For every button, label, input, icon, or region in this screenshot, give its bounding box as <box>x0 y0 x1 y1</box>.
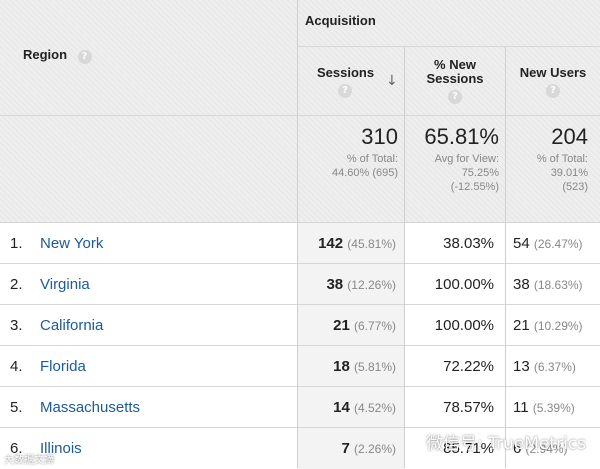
sessions-header-label: Sessions <box>317 65 375 80</box>
row-number: 2. <box>10 276 23 293</box>
column-divider <box>297 222 298 468</box>
region-link[interactable]: Illinois <box>40 440 82 457</box>
new-users-pct: (2.94%) <box>525 442 568 456</box>
new-users-value: 38 <box>513 276 530 293</box>
region-link[interactable]: California <box>40 317 104 334</box>
sessions-value: 14 <box>333 399 350 416</box>
new-users-summary: 204 % of Total: 39.01% (523) <box>506 124 588 194</box>
new-sessions-value: 78.57% <box>443 399 494 416</box>
row-divider <box>0 386 600 387</box>
new-users-pct-label: % of Total: <box>536 153 588 165</box>
sessions-pct-value: 44.60% (695) <box>331 167 398 179</box>
sessions-cell: 7 (2.26%) <box>298 428 404 469</box>
sessions-pct-label: % of Total: <box>346 153 398 165</box>
sessions-cell: 21 (6.77%) <box>298 305 404 346</box>
new-sessions-value: 100.00% <box>434 276 494 293</box>
column-divider <box>404 222 405 468</box>
row-divider <box>0 115 600 116</box>
row-divider <box>0 222 600 223</box>
table-row: 142 (45.81%) 1. New York 38.03% 54 (26.4… <box>0 223 600 264</box>
new-sessions-avg-diff: (-12.55%) <box>450 181 499 193</box>
row-number: 3. <box>10 317 23 334</box>
new-sessions-avg-value: 75.25% <box>461 167 499 179</box>
table-row: 18 (5.81%) 4. Florida 72.22% 13 (6.37%) <box>0 346 600 387</box>
row-divider <box>0 345 600 346</box>
new-users-value: 21 <box>513 317 530 334</box>
new-sessions-header-line1: % New <box>434 57 476 72</box>
sessions-cell: 142 (45.81%) <box>298 223 404 264</box>
new-users-total: 204 <box>551 124 588 149</box>
sessions-summary: 310 % of Total: 44.60% (695) <box>298 124 398 180</box>
new-sessions-total: 65.81% <box>424 124 499 149</box>
sessions-pct: (2.26%) <box>353 442 396 456</box>
row-number: 5. <box>10 399 23 416</box>
new-users-value: 13 <box>513 358 530 375</box>
new-users-pct: (5.39%) <box>532 401 575 415</box>
new-sessions-summary: 65.81% Avg for View: 75.25% (-12.55%) <box>405 124 499 194</box>
table-row: 38 (12.26%) 2. Virginia 100.00% 38 (18.6… <box>0 264 600 305</box>
region-link[interactable]: Massachusetts <box>40 399 141 416</box>
table-row: 7 (2.26%) 6. Illinois 85.71% 6 (2.94%) <box>0 428 600 469</box>
help-icon[interactable]: ? <box>448 90 462 104</box>
sessions-column-header[interactable]: Sessions ? ↓ <box>298 47 404 115</box>
sessions-pct: (12.26%) <box>347 278 396 292</box>
column-divider <box>505 222 506 468</box>
new-users-pct-value: 39.01% <box>550 167 588 179</box>
acquisition-group-header: Acquisition <box>305 13 376 28</box>
row-divider <box>0 304 600 305</box>
corner-watermark: 大数据文摘 <box>4 455 54 466</box>
summary-row <box>0 115 600 222</box>
region-column-header[interactable]: Region ? <box>23 46 92 64</box>
row-number: 4. <box>10 358 23 375</box>
sessions-pct: (5.81%) <box>353 360 396 374</box>
new-users-total-count: (523) <box>562 181 588 193</box>
help-icon[interactable]: ? <box>338 84 352 98</box>
sessions-value: 142 <box>318 235 344 252</box>
new-users-pct: (18.63%) <box>533 278 583 292</box>
header-divider <box>298 46 600 47</box>
sessions-cell: 38 (12.26%) <box>298 264 404 305</box>
new-users-column-header[interactable]: New Users ? <box>506 47 600 115</box>
sessions-total: 310 <box>361 124 398 149</box>
watermark: 微信号: TrueMetrics <box>426 434 586 454</box>
region-link[interactable]: New York <box>40 235 104 252</box>
new-sessions-header-line2: Sessions <box>426 71 484 86</box>
sessions-pct: (6.77%) <box>353 319 396 333</box>
sessions-value: 7 <box>341 440 350 457</box>
new-users-value: 11 <box>513 399 529 416</box>
table-header <box>0 0 600 115</box>
sessions-cell: 14 (4.52%) <box>298 387 404 428</box>
new-sessions-value: 85.71% <box>443 440 494 457</box>
new-users-header-label: New Users <box>519 65 587 80</box>
new-sessions-value: 38.03% <box>443 235 494 252</box>
sort-descending-icon[interactable]: ↓ <box>386 73 398 89</box>
new-users-pct: (26.47%) <box>533 237 583 251</box>
row-number: 1. <box>10 235 23 252</box>
help-icon[interactable]: ? <box>546 84 560 98</box>
help-icon[interactable]: ? <box>77 50 92 64</box>
new-sessions-value: 100.00% <box>434 317 494 334</box>
table-row: 21 (6.77%) 3. California 100.00% 21 (10.… <box>0 305 600 346</box>
new-users-value: 6 <box>513 440 522 457</box>
new-sessions-value: 72.22% <box>443 358 494 375</box>
sessions-value: 21 <box>333 317 350 334</box>
new-users-value: 54 <box>513 235 530 252</box>
sessions-value: 38 <box>326 276 344 293</box>
sessions-value: 18 <box>333 358 350 375</box>
new-users-pct: (10.29%) <box>533 319 583 333</box>
row-divider <box>0 263 600 264</box>
sessions-pct: (4.52%) <box>353 401 396 415</box>
region-link[interactable]: Virginia <box>40 276 90 293</box>
region-header-label: Region <box>23 47 68 62</box>
region-link[interactable]: Florida <box>40 358 86 375</box>
table-row: 14 (4.52%) 5. Massachusetts 78.57% 11 (5… <box>0 387 600 428</box>
sessions-pct: (45.81%) <box>347 237 396 251</box>
row-number: 6. <box>10 440 23 457</box>
new-sessions-column-header[interactable]: % New Sessions ? <box>405 47 505 115</box>
new-users-pct: (6.37%) <box>533 360 576 374</box>
new-sessions-avg-label: Avg for View: <box>434 153 499 165</box>
sessions-cell: 18 (5.81%) <box>298 346 404 387</box>
row-divider <box>0 427 600 428</box>
